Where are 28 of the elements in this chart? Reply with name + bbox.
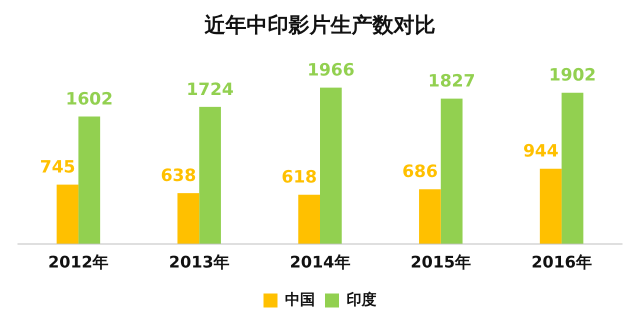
- bar: [199, 106, 221, 244]
- bar: [419, 189, 441, 244]
- data-label: 1827: [428, 72, 476, 92]
- chart-title: 近年中印影片生产数对比: [204, 13, 436, 38]
- x-tick-label: 2014年: [290, 252, 350, 272]
- data-label: 1902: [548, 66, 596, 86]
- bar: [562, 92, 584, 244]
- x-tick-label: 2016年: [531, 252, 592, 272]
- bar: [320, 88, 342, 244]
- bar: [78, 116, 100, 244]
- bar: [440, 98, 463, 244]
- bar: [177, 193, 200, 244]
- data-label: 1724: [186, 80, 234, 100]
- data-label: 1966: [307, 60, 355, 81]
- legend-label: 印度: [346, 290, 376, 308]
- x-tick-label: 2012年: [48, 252, 109, 272]
- bar: [298, 194, 320, 244]
- x-tick-label: 2015年: [410, 252, 472, 272]
- x-tick-label: 2013年: [168, 252, 230, 272]
- bar: [56, 184, 78, 244]
- legend-label: 中国: [285, 290, 315, 308]
- data-label: 638: [160, 166, 196, 186]
- bar: [540, 168, 562, 244]
- data-label: 1602: [66, 89, 113, 110]
- data-label: 944: [523, 142, 559, 162]
- data-label: 745: [40, 158, 76, 178]
- data-label: 686: [402, 162, 438, 182]
- data-label: 618: [282, 168, 317, 188]
